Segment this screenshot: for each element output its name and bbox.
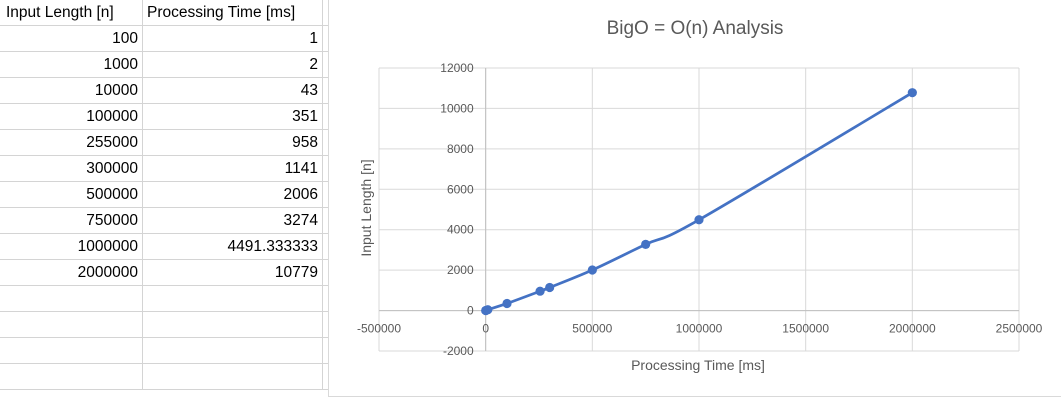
- cell-input-length[interactable]: 1000000: [0, 234, 143, 259]
- table-row: 10000 43: [0, 78, 330, 104]
- x-tick-label: 1000000: [676, 322, 723, 336]
- y-tick-label: 6000: [447, 182, 474, 196]
- cell-input-length[interactable]: 750000: [0, 208, 143, 233]
- x-tick-label: 0: [482, 322, 489, 336]
- table-row: 500000 2006: [0, 182, 330, 208]
- cell-processing-time[interactable]: 351: [143, 104, 323, 129]
- x-tick-label: -500000: [357, 322, 401, 336]
- cell-processing-time[interactable]: 958: [143, 130, 323, 155]
- table-row: 750000 3274: [0, 208, 330, 234]
- chart-svg: 12000 10000 8000 6000 4000 2000 0 -2000 -500000 0…: [357, 18, 1043, 373]
- cell-input-length[interactable]: 500000: [0, 182, 143, 207]
- y-tick-label: 10000: [440, 101, 474, 115]
- cell-processing-time[interactable]: 3274: [143, 208, 323, 233]
- cell-processing-time[interactable]: 1141: [143, 156, 323, 181]
- table-row: [0, 364, 330, 390]
- cell-processing-time[interactable]: 4491.333333: [143, 234, 323, 259]
- x-axis-title: Processing Time [ms]: [631, 357, 765, 373]
- spreadsheet-grid: Input Length [n] Processing Time [ms] 100 1…: [0, 0, 330, 401]
- data-point: [587, 265, 597, 275]
- cell-input-length[interactable]: 10000: [0, 78, 143, 103]
- empty-cell[interactable]: [143, 286, 323, 311]
- data-point: [483, 305, 493, 315]
- empty-cell[interactable]: [143, 338, 323, 363]
- y-tick-label: 0: [467, 304, 474, 318]
- cell-processing-time[interactable]: 43: [143, 78, 323, 103]
- cell-processing-time[interactable]: 2006: [143, 182, 323, 207]
- header-cell-input-length[interactable]: Input Length [n]: [0, 0, 143, 25]
- table-row: [0, 312, 330, 338]
- table-row: [0, 338, 330, 364]
- x-tick-label: 2500000: [996, 322, 1043, 336]
- table-row: 1000 2: [0, 52, 330, 78]
- table-row: 255000 958: [0, 130, 330, 156]
- cell-processing-time[interactable]: 1: [143, 26, 323, 51]
- empty-cell[interactable]: [0, 286, 143, 311]
- y-tick-label: 2000: [447, 263, 474, 277]
- header-row: Input Length [n] Processing Time [ms]: [0, 0, 330, 26]
- chart-title: BigO = O(n) Analysis: [607, 18, 784, 39]
- empty-cell[interactable]: [143, 364, 323, 389]
- cell-processing-time[interactable]: 10779: [143, 260, 323, 285]
- empty-cell[interactable]: [143, 312, 323, 337]
- empty-cell[interactable]: [0, 364, 143, 389]
- cell-input-length[interactable]: 100: [0, 26, 143, 51]
- empty-cell[interactable]: [0, 338, 143, 363]
- table-row: 300000 1141: [0, 156, 330, 182]
- y-tick-label: -2000: [443, 344, 474, 358]
- data-point: [907, 88, 917, 98]
- header-cell-processing-time[interactable]: Processing Time [ms]: [143, 0, 323, 25]
- data-point: [694, 215, 704, 225]
- table-row: 1000000 4491.333333: [0, 234, 330, 260]
- data-point: [641, 239, 651, 249]
- y-tick-label: 8000: [447, 142, 474, 156]
- y-tick-label: 12000: [440, 61, 474, 75]
- cell-input-length[interactable]: 100000: [0, 104, 143, 129]
- table-row: 100 1: [0, 26, 330, 52]
- y-axis-title: Input Length [n]: [358, 159, 374, 256]
- cell-processing-time[interactable]: 2: [143, 52, 323, 77]
- chart-area[interactable]: 12000 10000 8000 6000 4000 2000 0 -2000 -500000 0…: [328, 0, 1061, 397]
- data-point: [502, 298, 512, 309]
- x-tick-label: 2000000: [889, 322, 936, 336]
- table-row: [0, 286, 330, 312]
- cell-input-length[interactable]: 300000: [0, 156, 143, 181]
- empty-cell[interactable]: [0, 312, 143, 337]
- table-row: 100000 351: [0, 104, 330, 130]
- data-point: [545, 282, 555, 293]
- x-tick-label: 500000: [572, 322, 612, 336]
- x-tick-label: 1500000: [782, 322, 829, 336]
- cell-input-length[interactable]: 2000000: [0, 260, 143, 285]
- data-point: [535, 286, 545, 296]
- y-tick-label: 4000: [447, 223, 474, 237]
- table-row: 2000000 10779: [0, 260, 330, 286]
- cell-input-length[interactable]: 1000: [0, 52, 143, 77]
- cell-input-length[interactable]: 255000: [0, 130, 143, 155]
